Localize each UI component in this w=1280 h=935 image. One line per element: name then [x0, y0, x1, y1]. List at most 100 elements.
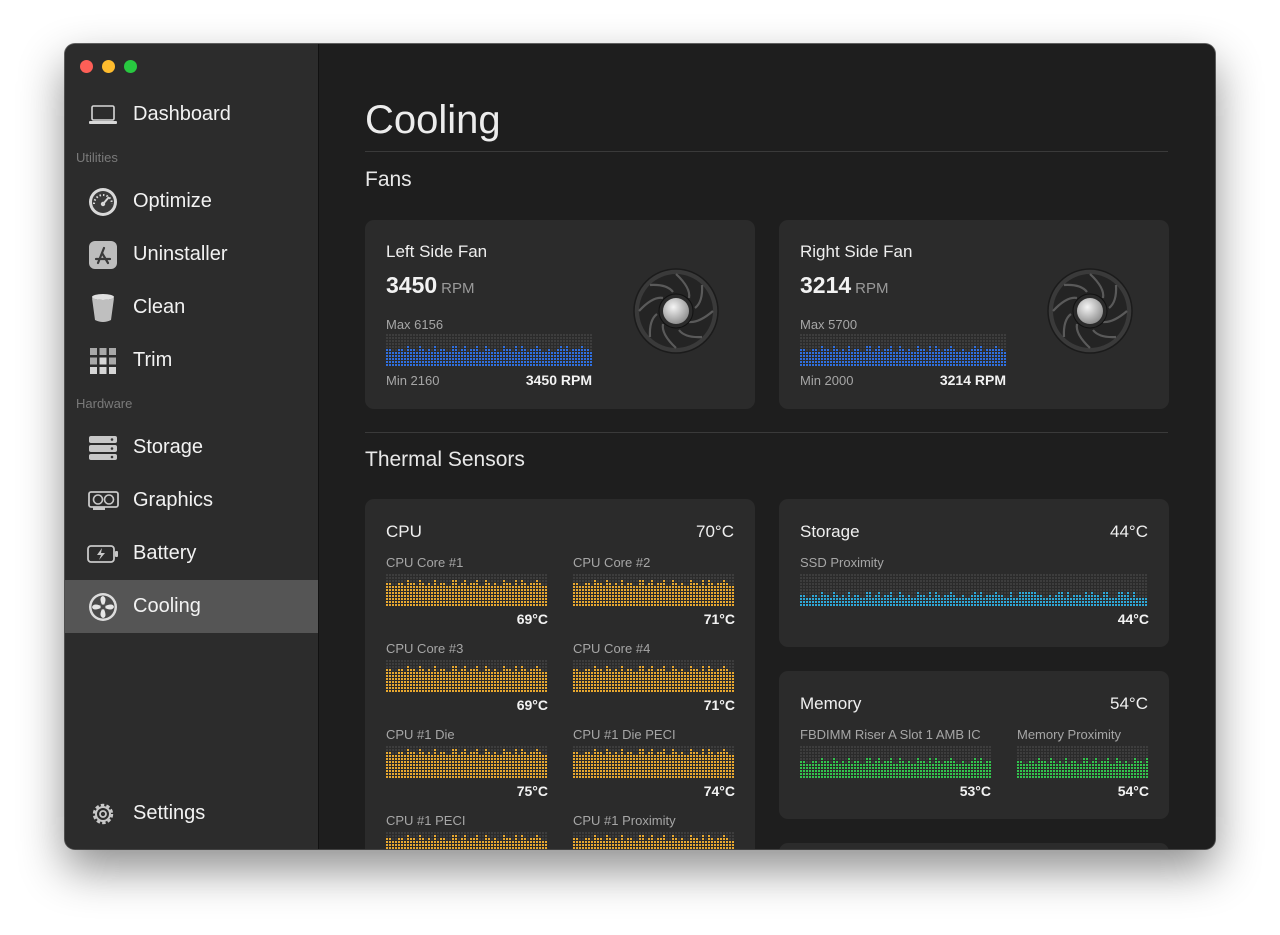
- sensor-meter: [386, 574, 547, 606]
- app-window: Dashboard Utilities Optimize Uninstaller…: [65, 44, 1215, 849]
- fan-name: Right Side Fan: [800, 242, 913, 261]
- minimize-button[interactable]: [102, 60, 115, 73]
- drive-stack-icon: [87, 432, 119, 464]
- sidebar-item-settings[interactable]: Settings: [65, 787, 318, 840]
- section-title-thermal: Thermal Sensors: [365, 448, 525, 471]
- sensor-group-name: CPU: [386, 522, 422, 541]
- sensor-value: 69°C: [516, 697, 548, 713]
- fan-card-left: Left Side Fan 3450 RPM Max 6156 Min 2160 …: [365, 220, 755, 409]
- battery-icon: [87, 538, 119, 570]
- fan-graphic: [633, 268, 719, 354]
- sensor-name: CPU #1 Die PECI: [573, 727, 676, 742]
- sidebar-item-dashboard[interactable]: Dashboard: [65, 88, 318, 141]
- fan-min: Min 2160: [386, 373, 440, 388]
- sidebar-item-trim[interactable]: Trim: [65, 334, 318, 387]
- sensor-meter: [386, 832, 547, 849]
- sensor-name: SSD Proximity: [800, 555, 884, 570]
- sensor-name: CPU #1 Proximity: [573, 813, 676, 828]
- gauge-icon: [87, 186, 119, 218]
- sensor-name: CPU #1 PECI: [386, 813, 466, 828]
- sensor-meter: [573, 660, 734, 692]
- sensor-value: 69°C: [516, 611, 548, 627]
- grid-icon: [87, 345, 119, 377]
- section-label-utilities: Utilities: [76, 150, 118, 165]
- thermal-card-storage: Storage 44°C SSD Proximity 44°C: [779, 499, 1169, 647]
- sidebar-item-label: Settings: [133, 802, 206, 824]
- fan-max: Max 6156: [386, 317, 444, 332]
- fan-current: 3450 RPM: [525, 372, 592, 388]
- page-title: Cooling: [365, 98, 501, 142]
- main-content: Cooling Fans Left Side Fan 3450 RPM Max 6…: [319, 44, 1215, 849]
- sidebar-item-label: Graphics: [133, 489, 214, 511]
- sidebar-item-graphics[interactable]: Graphics: [65, 474, 318, 527]
- sensor-meter: [1017, 746, 1148, 778]
- sensor-group-name: Storage: [800, 522, 860, 541]
- thermal-card-cpu: CPU 70°C CPU Core #1 69°C CPU Core #2 71…: [365, 499, 755, 849]
- sidebar: Dashboard Utilities Optimize Uninstaller…: [65, 44, 319, 849]
- fan-icon: [87, 591, 119, 623]
- sensor-meter: [386, 746, 547, 778]
- sensor-group-temp: 70°C: [696, 522, 734, 541]
- divider: [365, 432, 1168, 433]
- sensor-meter: [386, 660, 547, 692]
- sensor-meter: [800, 746, 991, 778]
- sidebar-item-label: Trim: [133, 349, 173, 371]
- fan-rpm-value: 3450: [386, 272, 438, 298]
- sensor-value: 75°C: [516, 783, 548, 799]
- sensor-meter: [800, 574, 1147, 606]
- laptop-icon: [87, 99, 119, 131]
- sidebar-item-battery[interactable]: Battery: [65, 527, 318, 580]
- sensor-name: CPU Core #1: [386, 555, 464, 570]
- sidebar-item-clean[interactable]: Clean: [65, 281, 318, 334]
- fan-rpm-value: 3214: [800, 272, 852, 298]
- thermal-card-memory: Memory 54°C FBDIMM Riser A Slot 1 AMB IC…: [779, 671, 1169, 819]
- thermal-card-next: [779, 843, 1169, 849]
- sidebar-item-cooling[interactable]: Cooling: [65, 580, 318, 633]
- sidebar-item-label: Uninstaller: [133, 243, 228, 265]
- trash-icon: [87, 292, 119, 324]
- sensor-name: Memory Proximity: [1017, 727, 1122, 742]
- sidebar-item-label: Cooling: [133, 595, 201, 617]
- sensor-name: CPU Core #3: [386, 641, 464, 656]
- fan-rpm: 3450 RPM: [386, 272, 475, 299]
- sensor-meter: [573, 746, 734, 778]
- divider: [365, 151, 1168, 152]
- sensor-group-name: Memory: [800, 694, 862, 713]
- sensor-value: 71°C: [703, 697, 735, 713]
- sensor-group-temp: 54°C: [1110, 694, 1148, 713]
- sidebar-item-label: Dashboard: [133, 103, 231, 125]
- fan-min: Min 2000: [800, 373, 854, 388]
- sensor-value: 74°C: [703, 783, 735, 799]
- zoom-button[interactable]: [124, 60, 137, 73]
- sensor-value: 44°C: [1117, 611, 1149, 627]
- fan-rpm: 3214 RPM: [800, 272, 889, 299]
- fan-current: 3214 RPM: [939, 372, 1006, 388]
- sidebar-item-label: Clean: [133, 296, 186, 318]
- fan-rpm-unit: RPM: [441, 280, 475, 297]
- sidebar-item-optimize[interactable]: Optimize: [65, 175, 318, 228]
- sidebar-item-uninstaller[interactable]: Uninstaller: [65, 228, 318, 281]
- sensor-value: 71°C: [703, 611, 735, 627]
- fan-card-right: Right Side Fan 3214 RPM Max 5700 Min 2000…: [779, 220, 1169, 409]
- section-title-fans: Fans: [365, 168, 412, 191]
- sidebar-item-storage[interactable]: Storage: [65, 421, 318, 474]
- sensor-value: 54°C: [1117, 783, 1149, 799]
- sensor-name: CPU Core #2: [573, 555, 651, 570]
- sensor-value: 53°C: [959, 783, 991, 799]
- fan-graphic: [1047, 268, 1133, 354]
- close-button[interactable]: [80, 60, 93, 73]
- fan-rpm-unit: RPM: [855, 280, 889, 297]
- sidebar-item-label: Battery: [133, 542, 197, 564]
- sensor-meter: [573, 832, 734, 849]
- fan-meter: [386, 334, 592, 366]
- sensor-name: CPU Core #4: [573, 641, 651, 656]
- fan-max: Max 5700: [800, 317, 858, 332]
- app-store-icon: [87, 239, 119, 271]
- sidebar-item-label: Storage: [133, 436, 204, 458]
- sensor-name: FBDIMM Riser A Slot 1 AMB IC: [800, 727, 981, 742]
- sensor-group-temp: 44°C: [1110, 522, 1148, 541]
- fan-name: Left Side Fan: [386, 242, 488, 261]
- section-label-hardware: Hardware: [76, 396, 133, 411]
- sensor-name: CPU #1 Die: [386, 727, 455, 742]
- graphics-card-icon: [87, 485, 119, 517]
